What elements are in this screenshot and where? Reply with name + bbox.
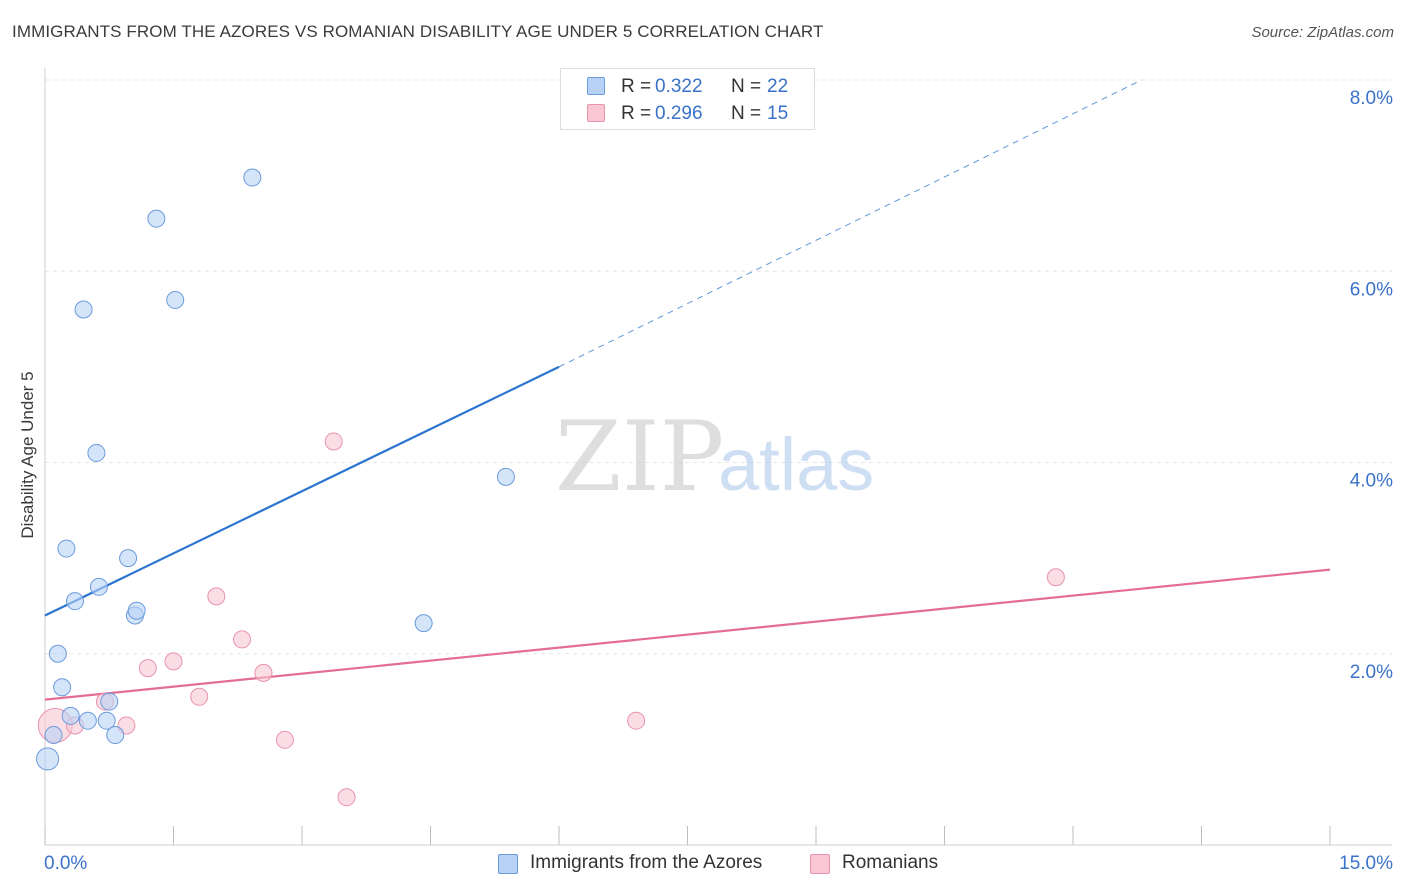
points-layer [36,168,1065,807]
legend-r-value-azores: 0.322 [655,76,703,97]
azores-point [48,644,67,663]
series-name-romanians: Romanians [842,852,939,873]
series-swatch-azores [498,854,518,874]
azores-point [97,711,116,730]
legend-r-label: R = [621,76,652,97]
correlation-legend: R = 0.322 N = 22 R = 0.296 N = 15 [560,68,815,130]
azores-point [147,209,166,228]
watermark-zip: ZIP [555,401,724,513]
y-tick-label: 2.0% [1350,662,1393,683]
trendline-azores [44,365,560,617]
azores-point [57,539,76,558]
legend-swatch-romanians [587,104,605,122]
x-tick-label: 15.0% [1339,853,1393,874]
azores-point [100,692,119,711]
series-name-azores: Immigrants from the Azores [530,852,763,873]
romanian-point [164,652,183,671]
legend-n-value-romanians: 15 [767,103,789,124]
azores-point [74,300,93,319]
y-tick-label: 4.0% [1350,471,1393,492]
legend-n-value-azores: 22 [767,76,789,97]
azores-point [78,711,97,730]
azores-point [65,592,84,611]
azores-point [106,726,125,745]
romanian-point [324,432,343,451]
legend-n-label: N = [731,103,762,124]
legend-r-value-romanians: 0.296 [655,103,703,124]
romanian-point [254,663,273,682]
romanian-point [190,687,209,706]
azores-point [496,467,515,486]
romanian-point [207,587,226,606]
x-tick-label: 0.0% [44,853,87,874]
azores-point [36,747,60,771]
azores-point [44,726,63,745]
watermark-atlas: atlas [718,423,874,506]
chart-title: IMMIGRANTS FROM THE AZORES VS ROMANIAN D… [12,22,824,41]
romanian-point [138,659,157,678]
azores-point [166,290,185,309]
azores-point [53,678,72,697]
azores-point [243,168,262,187]
legend-swatch-azores [587,77,605,95]
y-tick-label: 8.0% [1350,88,1393,109]
romanian-point [1046,568,1065,587]
romanian-point [337,788,356,807]
azores-point [89,577,108,596]
y-tick-label: 6.0% [1350,279,1393,300]
romanian-point [275,730,294,749]
azores-point [87,443,106,462]
legend-n-label: N = [731,76,762,97]
tick-label-layer: 2.0% 4.0% 6.0% 8.0% 0.0% 15.0% [44,88,1393,874]
azores-point [119,549,138,568]
romanian-point [627,711,646,730]
azores-point [61,706,80,725]
source-credit: Source: ZipAtlas.com [1251,24,1394,41]
grid-layer [45,79,1392,655]
romanian-point [233,630,252,649]
trendline-azores-extension [558,79,1142,368]
legend-r-label: R = [621,103,652,124]
trend-layer [44,79,1331,701]
azores-point [414,614,433,633]
azores-point [127,601,146,620]
axis-layer [44,68,1392,846]
series-swatch-romanians [810,854,830,874]
